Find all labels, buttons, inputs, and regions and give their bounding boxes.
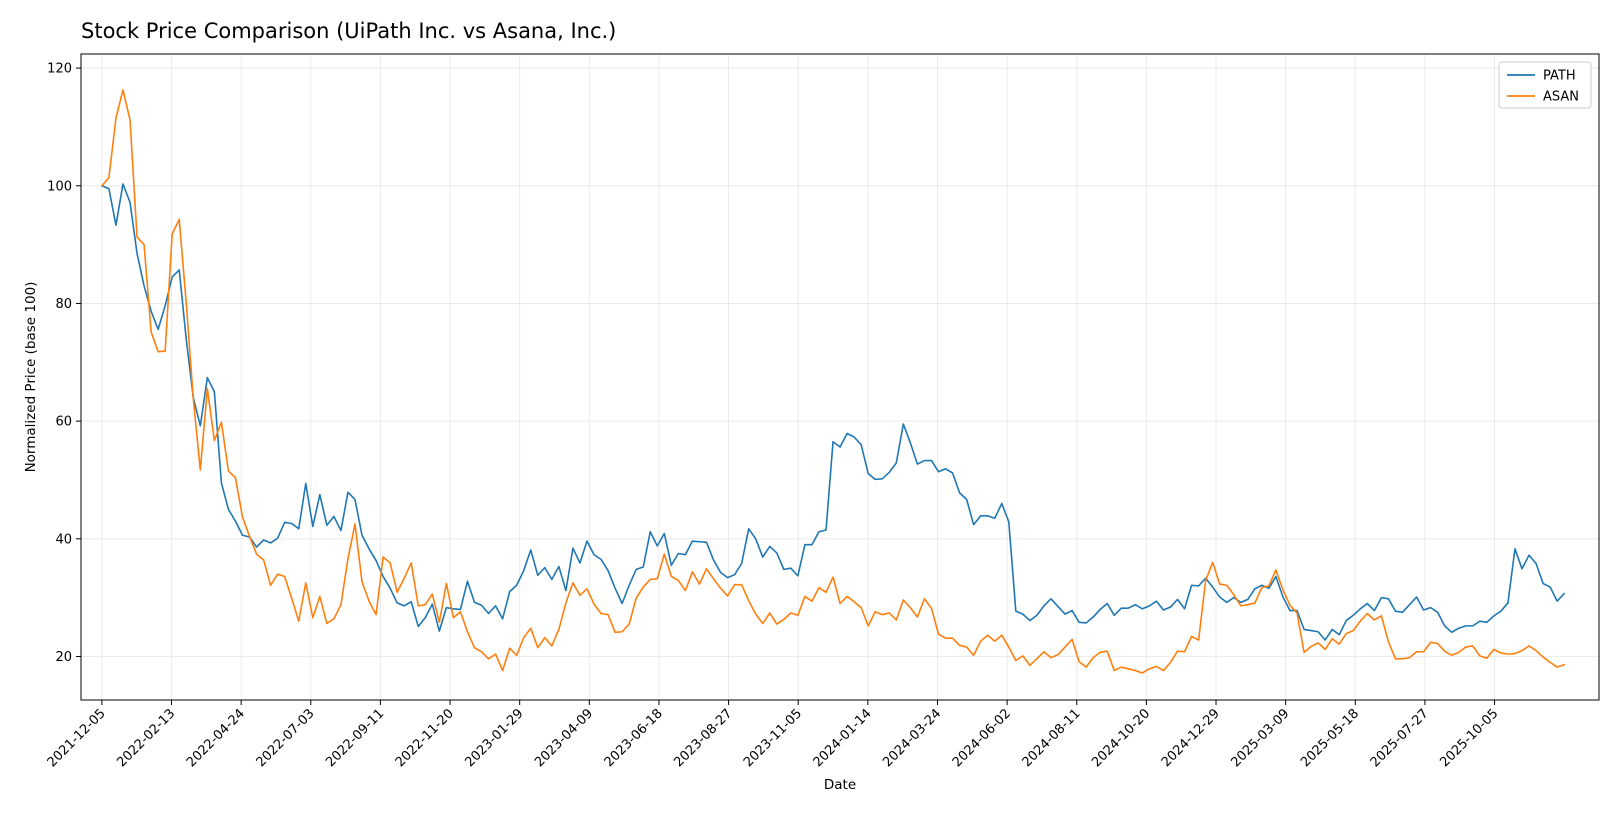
y-tick-label: 40 — [55, 532, 72, 547]
x-tick-label: 2022-09-11 — [323, 706, 387, 770]
y-tick-label: 80 — [55, 297, 72, 312]
x-tick-label: 2025-03-09 — [1228, 706, 1292, 770]
x-tick-label: 2023-06-18 — [602, 706, 666, 770]
x-tick-label: 2025-10-05 — [1437, 706, 1501, 770]
series-line-asan — [101, 89, 1565, 674]
x-tick-label: 2022-11-20 — [393, 706, 457, 770]
x-tick-label: 2021-12-05 — [45, 706, 109, 770]
plot-frame — [80, 53, 1600, 701]
x-tick-label: 2022-07-03 — [254, 706, 318, 770]
y-tick-label: 20 — [55, 650, 72, 665]
x-tick-label: 2024-08-11 — [1020, 706, 1084, 770]
x-tick-label: 2024-12-29 — [1159, 706, 1223, 770]
x-tick-label: 2023-08-27 — [671, 706, 735, 770]
x-axis-ticks: 2021-12-05 2022-02-13 2022-04-24 2022-07-03… — [45, 700, 1501, 770]
legend-label-asan: ASAN — [1543, 90, 1579, 105]
y-tick-label: 60 — [55, 415, 72, 430]
x-tick-label: 2024-03-24 — [880, 706, 944, 770]
legend: PATH ASAN — [1498, 61, 1592, 109]
x-tick-label: 2023-04-09 — [532, 706, 596, 770]
chart-title: Stock Price Comparison (UiPath Inc. vs A… — [81, 19, 617, 43]
x-axis-label: Date — [824, 777, 856, 793]
y-tick-label: 120 — [47, 62, 72, 77]
legend-label-path: PATH — [1543, 69, 1576, 84]
x-tick-label: 2025-07-27 — [1368, 706, 1432, 770]
series-line-path — [101, 183, 1565, 641]
y-axis-label: Normalized Price (base 100) — [23, 282, 39, 473]
x-tick-label: 2023-01-29 — [462, 706, 526, 770]
y-tick-label: 100 — [47, 179, 72, 194]
y-axis-ticks: 20 40 60 80 100 120 — [47, 62, 81, 665]
x-tick-label: 2024-06-02 — [950, 706, 1014, 770]
x-tick-label: 2022-04-24 — [184, 706, 248, 770]
x-tick-label: 2024-10-20 — [1089, 706, 1153, 770]
x-tick-label: 2022-02-13 — [114, 706, 178, 770]
grid-lines — [81, 54, 1599, 700]
series-lines — [101, 89, 1565, 674]
x-tick-label: 2023-11-05 — [741, 706, 805, 770]
x-tick-label: 2024-01-14 — [811, 706, 875, 770]
x-tick-label: 2025-05-18 — [1298, 706, 1362, 770]
